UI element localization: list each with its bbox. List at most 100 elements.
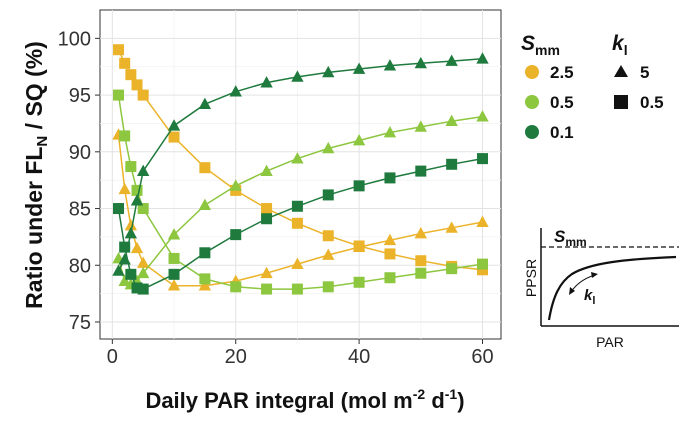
legend-smm-swatch-0 (525, 65, 539, 79)
data-point-triangle (476, 52, 489, 64)
legend-kl-title-main: k (612, 32, 625, 55)
data-point-triangle (124, 219, 138, 231)
data-point-triangle (229, 179, 242, 191)
data-point-square (199, 247, 211, 259)
y-tick-label: 95 (69, 85, 91, 107)
x-axis-title-sup2: -1 (445, 386, 458, 402)
legend-kl-label-1: 0.5 (640, 93, 664, 112)
y-tick-label: 75 (69, 312, 91, 334)
data-point-triangle (167, 279, 181, 291)
data-point-square (168, 268, 180, 280)
x-axis-title-sup1: -2 (413, 386, 426, 402)
data-point-square (137, 283, 149, 295)
data-point-triangle (137, 266, 150, 279)
data-point-triangle (167, 228, 181, 240)
data-point-square (230, 281, 242, 293)
data-point-square (131, 184, 143, 196)
data-point-triangle (130, 241, 144, 254)
data-point-square (446, 263, 458, 275)
data-point-square (322, 230, 334, 242)
data-point-triangle (476, 110, 489, 122)
data-point-square (137, 203, 149, 215)
data-point-square (291, 217, 303, 229)
x-axis-title-main: Daily PAR integral (mol m (145, 388, 412, 413)
y-tick-label: 100 (58, 28, 91, 50)
data-point-square (291, 200, 303, 212)
x-tick-label: 0 (107, 346, 118, 368)
data-point-square (168, 131, 180, 143)
series-smm-2.5-kl-5 (112, 128, 489, 291)
data-point-square (125, 268, 137, 280)
data-point-triangle (198, 97, 212, 110)
y-tick-label: 90 (69, 142, 91, 164)
legend-smm-swatch-1 (525, 95, 539, 109)
inset-y-label: PPSR (523, 259, 539, 297)
legend-kl-label-0: 5 (640, 63, 649, 82)
inset-title-main: S (554, 227, 566, 246)
legend-smm-label-1: 0.5 (550, 93, 574, 112)
series-smm-0.1-kl-0.5 (113, 153, 488, 295)
data-point-square (476, 258, 488, 270)
data-point-square (119, 57, 131, 69)
data-point-square (322, 189, 334, 201)
series-smm-0.5-kl-0.5 (113, 89, 488, 295)
data-point-triangle (383, 126, 397, 138)
legend-smm-label-2: 0.1 (550, 123, 574, 142)
data-point-square (131, 79, 143, 91)
data-point-square (199, 162, 211, 174)
inset-title-sub: mm (565, 235, 586, 249)
y-axis-title-sub: N (34, 136, 51, 147)
data-point-triangle (352, 133, 366, 146)
data-point-square (230, 229, 242, 241)
legend-smm-title-sub: mm (535, 42, 560, 58)
data-point-triangle (383, 59, 397, 71)
data-point-square (261, 283, 273, 295)
data-point-square (384, 248, 396, 260)
data-point-triangle (414, 56, 427, 69)
data-point-square (415, 267, 427, 279)
data-point-square (322, 281, 334, 293)
data-point-triangle (383, 233, 397, 246)
data-point-square (125, 69, 137, 81)
inset-annotation-sub: l (592, 295, 595, 307)
data-point-triangle (476, 215, 489, 228)
data-point-triangle (414, 120, 427, 132)
data-point-triangle (445, 114, 458, 127)
data-point-square (113, 44, 125, 56)
legend-kl-title-sub: l (624, 42, 628, 58)
data-point-square (131, 282, 143, 294)
legend-kl: kl 5 0.5 (612, 32, 664, 112)
data-point-square (113, 203, 125, 215)
data-point-square (168, 252, 180, 264)
data-point-triangle (322, 248, 335, 260)
inset-x-label: PAR (596, 334, 624, 350)
data-point-square (113, 89, 125, 101)
data-point-square (476, 264, 488, 276)
x-tick-label: 20 (225, 346, 247, 368)
inset-annotation-main: k (584, 287, 593, 304)
y-axis-title: Ratio under FLN / SQ (%) (21, 41, 51, 309)
data-point-square (125, 161, 137, 173)
y-tick-label: 85 (69, 199, 91, 221)
data-point-triangle (118, 274, 131, 287)
series-smm-0.1-kl-5 (112, 52, 489, 276)
data-point-square (415, 255, 427, 267)
x-axis-title-end: ) (457, 388, 464, 413)
data-point-triangle (352, 62, 366, 74)
y-axis-title-tail: / SQ (%) (21, 41, 47, 136)
series-line (117, 58, 483, 272)
x-axis-title: Daily PAR integral (mol m-2 d-1) (145, 386, 464, 413)
data-point-triangle (118, 182, 131, 195)
inset-title: Smm (554, 227, 587, 249)
data-point-square (353, 276, 365, 288)
data-point-triangle (260, 76, 273, 88)
data-point-square (119, 130, 131, 142)
data-point-triangle (137, 256, 150, 268)
data-point-square (119, 241, 131, 253)
legend-smm-swatch-2 (525, 125, 539, 139)
inset-arrowhead-end (591, 272, 598, 278)
legend-kl-square-swatch (614, 95, 628, 109)
data-point-triangle (260, 164, 273, 176)
data-point-square (476, 153, 488, 165)
